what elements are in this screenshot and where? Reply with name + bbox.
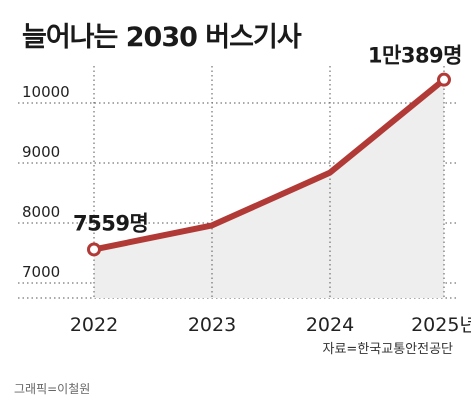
series-line — [91, 76, 447, 253]
source-note: 자료=한국교통안전공단 — [323, 342, 454, 357]
area-fill — [94, 79, 444, 298]
y-tick-label: 9000 — [22, 143, 60, 161]
line-series — [91, 76, 447, 253]
area-shape — [94, 79, 444, 298]
x-axis: 2022 2023 2024 2025년 — [70, 314, 471, 336]
x-tick-label: 2025년 — [411, 314, 471, 336]
markers — [87, 72, 451, 257]
x-tick-label: 2022 — [70, 314, 118, 336]
y-tick-label: 10000 — [22, 83, 70, 101]
y-tick-label: 8000 — [22, 203, 60, 221]
data-label: 7559명 — [73, 211, 148, 235]
graphic-credit: 그래픽=이철원 — [14, 382, 90, 396]
y-tick-label: 7000 — [22, 263, 60, 281]
x-tick-label: 2024 — [306, 314, 354, 336]
data-label: 1만389명 — [368, 44, 462, 68]
y-axis: 7000 8000 9000 10000 — [22, 83, 70, 281]
data-point-marker — [87, 242, 101, 257]
x-tick-label: 2023 — [188, 314, 236, 336]
data-labels: 7559명 1만389명 — [73, 44, 463, 236]
chart-title: 늘어나는 2030 버스기사 — [22, 22, 302, 53]
data-point-marker — [437, 72, 451, 87]
